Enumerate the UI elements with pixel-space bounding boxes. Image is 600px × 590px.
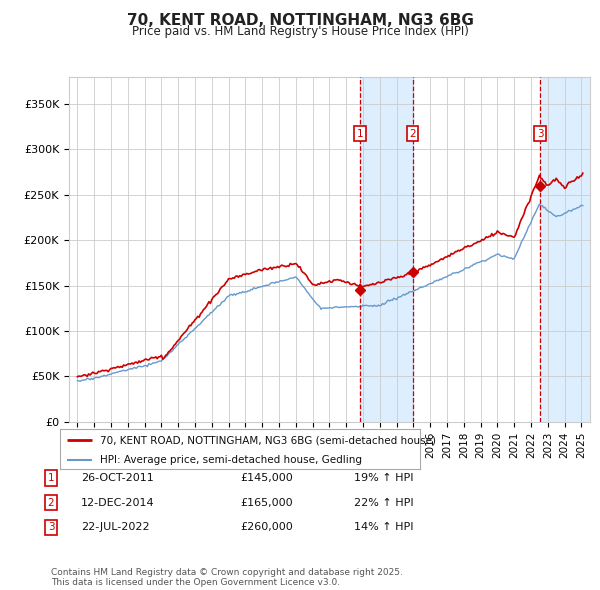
Bar xyxy=(360,77,413,422)
Text: 2: 2 xyxy=(47,498,55,507)
Text: 3: 3 xyxy=(47,523,55,532)
Text: 70, KENT ROAD, NOTTINGHAM, NG3 6BG (semi-detached house): 70, KENT ROAD, NOTTINGHAM, NG3 6BG (semi… xyxy=(100,435,436,445)
Text: £260,000: £260,000 xyxy=(240,523,293,532)
Text: Price paid vs. HM Land Registry's House Price Index (HPI): Price paid vs. HM Land Registry's House … xyxy=(131,25,469,38)
Text: 3: 3 xyxy=(537,129,544,139)
Text: 1: 1 xyxy=(47,473,55,483)
Text: 1: 1 xyxy=(356,129,363,139)
Text: 12-DEC-2014: 12-DEC-2014 xyxy=(81,498,155,507)
Text: Contains HM Land Registry data © Crown copyright and database right 2025.
This d: Contains HM Land Registry data © Crown c… xyxy=(51,568,403,587)
Text: £145,000: £145,000 xyxy=(240,473,293,483)
Text: 22-JUL-2022: 22-JUL-2022 xyxy=(81,523,149,532)
Text: 26-OCT-2011: 26-OCT-2011 xyxy=(81,473,154,483)
Text: 14% ↑ HPI: 14% ↑ HPI xyxy=(354,523,413,532)
Bar xyxy=(541,77,590,422)
Text: 22% ↑ HPI: 22% ↑ HPI xyxy=(354,498,413,507)
Text: HPI: Average price, semi-detached house, Gedling: HPI: Average price, semi-detached house,… xyxy=(100,455,362,466)
Text: 2: 2 xyxy=(409,129,416,139)
Text: £165,000: £165,000 xyxy=(240,498,293,507)
Text: 70, KENT ROAD, NOTTINGHAM, NG3 6BG: 70, KENT ROAD, NOTTINGHAM, NG3 6BG xyxy=(127,13,473,28)
Text: 19% ↑ HPI: 19% ↑ HPI xyxy=(354,473,413,483)
